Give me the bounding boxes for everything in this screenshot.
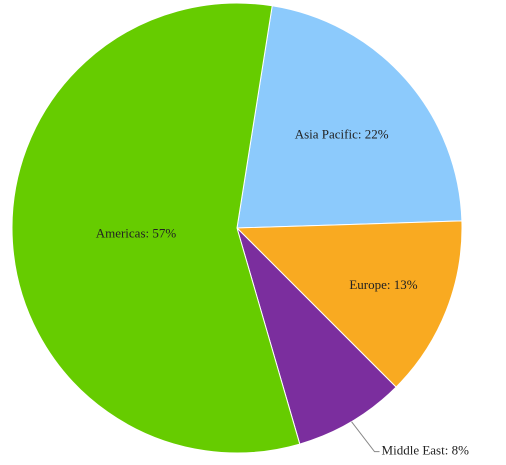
pie-slice (236, 227, 397, 445)
slice-label: Americas: 57% (96, 225, 177, 240)
slice-label: Middle East: 8% (382, 443, 470, 458)
pie-slice (235, 220, 463, 388)
pie-slice (236, 5, 463, 229)
leader-line (351, 421, 380, 453)
slice-label: Asia Pacific: 22% (295, 127, 389, 142)
slice-label: Europe: 13% (349, 277, 417, 292)
pie-slice (11, 2, 301, 454)
